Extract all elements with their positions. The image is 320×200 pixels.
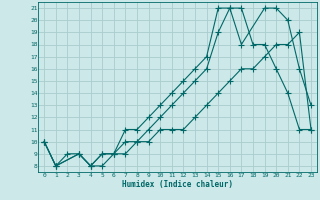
X-axis label: Humidex (Indice chaleur): Humidex (Indice chaleur) <box>122 180 233 189</box>
